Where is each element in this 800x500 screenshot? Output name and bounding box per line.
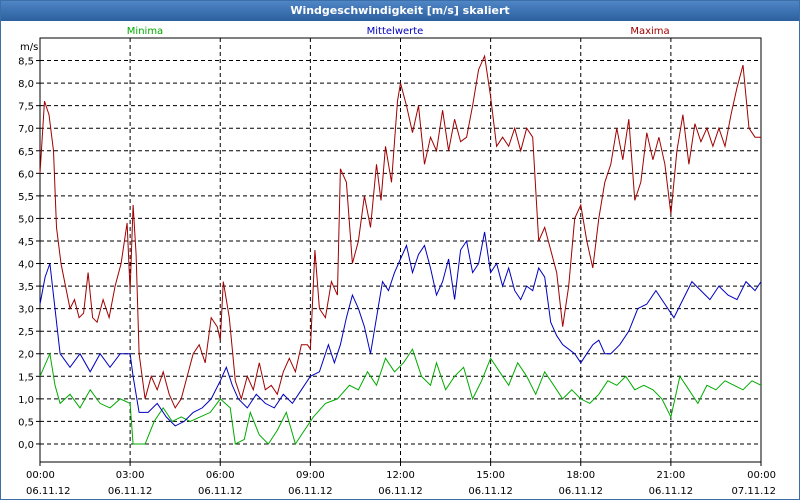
x-tick-time: 00:00 — [747, 470, 776, 481]
y-axis: 0,0 0,5 1,0 1,5 2,0 2,5 3,0 3,5 4,0 4,5 5,0 5,5 6,0 6… — [18, 57, 40, 451]
y-tick-label: 5,0 — [18, 214, 34, 225]
grid-lines — [40, 38, 761, 462]
y-tick-label: 7,0 — [18, 124, 34, 135]
y-tick-label: 6,0 — [18, 169, 34, 180]
legend-maxima: Maxima — [630, 26, 669, 37]
x-tick-time: 03:00 — [116, 470, 145, 481]
x-tick-date: 06.11.12 — [468, 486, 513, 497]
x-axis: 00:00 06.11.12 03:00 06.11.12 06:00 06.11.12 0… — [26, 462, 776, 497]
y-tick-label: 3,5 — [18, 282, 34, 293]
x-tick-date: 07.11.12 — [731, 486, 776, 497]
x-tick-date: 06.11.12 — [108, 486, 153, 497]
y-tick-label: 2,5 — [18, 327, 34, 338]
x-tick-time: 18:00 — [566, 470, 595, 481]
x-tick-time: 00:00 — [26, 470, 55, 481]
series-line-minima — [39, 348, 762, 446]
y-tick-label: 5,5 — [18, 192, 34, 203]
x-tick-date: 06.11.12 — [198, 486, 243, 497]
x-tick-date: 06.11.12 — [26, 486, 71, 497]
x-tick-time: 21:00 — [656, 470, 685, 481]
y-tick-label: 4,0 — [18, 260, 34, 271]
legend-mittelwerte: Mittelwerte — [367, 26, 424, 37]
y-tick-label: 8,5 — [18, 57, 34, 68]
x-tick-time: 09:00 — [296, 470, 325, 481]
y-tick-label: 0,5 — [18, 417, 34, 428]
y-tick-label: 3,0 — [18, 305, 34, 316]
legend: Minima Mittelwerte Maxima — [127, 26, 670, 37]
series-line-mittelwerte — [39, 231, 762, 427]
x-tick-time: 15:00 — [476, 470, 505, 481]
y-tick-label: 1,5 — [18, 372, 34, 383]
x-tick-date: 06.11.12 — [649, 486, 694, 497]
x-tick-time: 06:00 — [206, 470, 235, 481]
y-tick-label: 2,0 — [18, 350, 34, 361]
series-lines — [39, 54, 762, 446]
y-tick-label: 4,5 — [18, 237, 34, 248]
x-tick-date: 06.11.12 — [288, 486, 333, 497]
y-tick-label: 7,5 — [18, 102, 34, 113]
window-title: Windgeschwindigkeit [m/s] skaliert — [1, 1, 799, 21]
series-line-maxima — [39, 54, 761, 409]
y-axis-label: m/s — [20, 42, 38, 53]
x-tick-date: 06.11.12 — [378, 486, 423, 497]
y-tick-label: 6,5 — [18, 147, 34, 158]
y-tick-label: 1,0 — [18, 395, 34, 406]
y-tick-label: 8,0 — [18, 79, 34, 90]
x-tick-time: 12:00 — [386, 470, 415, 481]
legend-minima: Minima — [127, 26, 163, 37]
y-tick-label: 0,0 — [18, 440, 34, 451]
x-tick-date: 06.11.12 — [558, 486, 603, 497]
